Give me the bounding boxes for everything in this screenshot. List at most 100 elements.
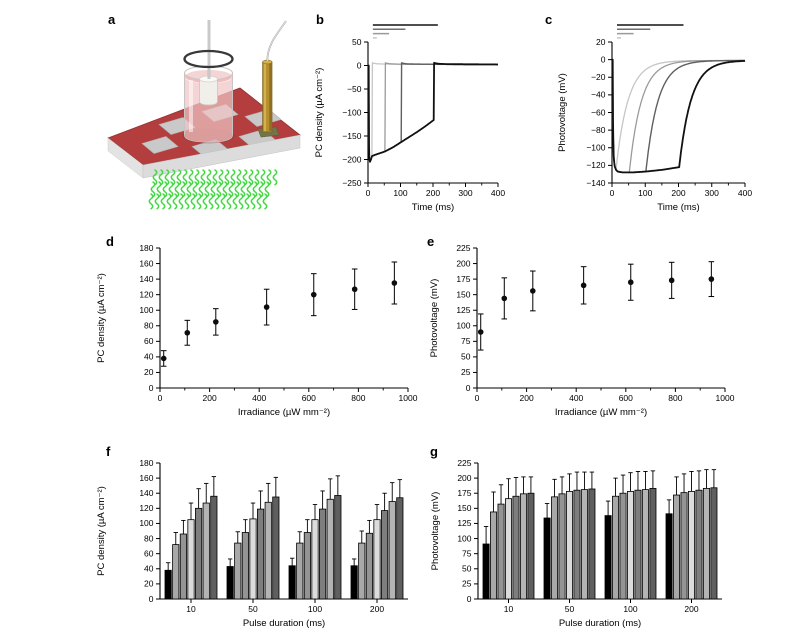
svg-text:10: 10 xyxy=(186,604,196,614)
svg-text:10: 10 xyxy=(504,604,514,614)
y-axis-label: PC density (µA cm⁻²) xyxy=(314,68,325,158)
svg-text:400: 400 xyxy=(569,393,583,403)
axes: 50 0 −50 −100 −150 −200 −250 0 100 200 300 400 Time … xyxy=(314,37,505,213)
bar xyxy=(288,565,296,600)
svg-text:−100: −100 xyxy=(586,143,605,153)
scatter-point xyxy=(310,291,317,298)
bar xyxy=(634,489,642,600)
svg-text:80: 80 xyxy=(144,533,154,543)
panel-label-b: b xyxy=(316,12,324,27)
svg-text:200: 200 xyxy=(456,258,470,268)
panel-label-f: f xyxy=(106,444,111,459)
y-axis-label: PC density (µA cm⁻²) xyxy=(96,486,107,576)
bar xyxy=(373,519,381,600)
bar xyxy=(580,489,588,600)
bar xyxy=(226,566,234,600)
bar xyxy=(210,495,218,600)
y-axis-label: Photovoltage (mV) xyxy=(557,73,568,152)
svg-text:0: 0 xyxy=(475,393,480,403)
panel-label-e: e xyxy=(427,234,435,249)
svg-text:−120: −120 xyxy=(586,160,605,170)
bar xyxy=(627,491,634,600)
x-axis-label: Irradiance (µW mm⁻²) xyxy=(555,407,647,418)
svg-text:40: 40 xyxy=(144,564,154,574)
svg-text:200: 200 xyxy=(370,604,384,614)
svg-text:100: 100 xyxy=(623,604,637,614)
svg-text:180: 180 xyxy=(139,243,153,253)
svg-text:200: 200 xyxy=(520,393,534,403)
svg-text:100: 100 xyxy=(638,188,652,198)
svg-text:50: 50 xyxy=(352,37,362,47)
bar xyxy=(612,495,620,600)
scatter-point xyxy=(263,304,270,310)
trace-200ms xyxy=(367,61,499,163)
bar xyxy=(202,502,210,600)
svg-text:125: 125 xyxy=(456,305,470,315)
bar xyxy=(365,532,373,600)
svg-text:100: 100 xyxy=(139,518,153,528)
data-points xyxy=(477,261,715,351)
panel-label-g: g xyxy=(430,444,438,459)
svg-text:100: 100 xyxy=(139,305,153,315)
bar xyxy=(381,510,389,600)
bars xyxy=(482,469,718,600)
y-axis-label: PC density (µA cm⁻²) xyxy=(96,273,107,363)
svg-text:−100: −100 xyxy=(342,107,361,117)
bar xyxy=(482,543,490,600)
bar xyxy=(710,487,718,600)
trace-200ms xyxy=(611,58,746,174)
bar xyxy=(566,491,573,600)
bar xyxy=(497,503,505,600)
device-schematic xyxy=(107,20,301,210)
bar xyxy=(665,513,673,600)
bar xyxy=(573,489,581,600)
svg-text:200: 200 xyxy=(671,188,685,198)
bar xyxy=(695,489,703,600)
scatter-point xyxy=(668,277,675,284)
svg-text:75: 75 xyxy=(461,336,471,346)
x-axis-label: Time (ms) xyxy=(657,202,699,213)
scatter-point xyxy=(160,355,167,362)
scatter-point xyxy=(530,288,536,294)
svg-text:60: 60 xyxy=(144,336,154,346)
svg-text:−200: −200 xyxy=(342,154,361,164)
svg-text:0: 0 xyxy=(158,393,163,403)
svg-text:400: 400 xyxy=(491,188,505,198)
bar xyxy=(334,495,342,600)
svg-text:20: 20 xyxy=(596,37,606,47)
svg-text:25: 25 xyxy=(462,579,472,589)
chart-pc-density-vs-time: 50 0 −50 −100 −150 −200 −250 0 100 200 300 400 Time … xyxy=(314,24,505,213)
bar xyxy=(588,488,596,600)
wire-loop xyxy=(183,49,234,69)
pulse-duration-bars xyxy=(372,24,438,39)
bar xyxy=(519,493,527,600)
bar xyxy=(388,501,396,600)
svg-text:0: 0 xyxy=(149,383,154,393)
scatter-point xyxy=(708,276,715,282)
bar xyxy=(680,492,688,600)
svg-text:180: 180 xyxy=(139,458,153,468)
scatter-point xyxy=(477,329,484,335)
traces xyxy=(367,61,499,163)
svg-text:200: 200 xyxy=(684,604,698,614)
svg-text:0: 0 xyxy=(366,188,371,198)
svg-text:175: 175 xyxy=(456,274,470,284)
bar xyxy=(257,508,265,600)
y-axis-label: Photovoltage (mV) xyxy=(430,492,441,571)
svg-text:300: 300 xyxy=(458,188,472,198)
chart-pc-density-vs-pulse-duration: 0 20 40 60 80 100 120 140 160 180 Pulse duration (… xyxy=(96,458,408,629)
chart-pc-density-vs-irradiance: 0 20 40 60 80 100 120 140 160 180 0 200 400 600 800 100… xyxy=(96,243,418,418)
data-points xyxy=(160,261,398,367)
group-ticks: 10 50 100 200 xyxy=(186,599,384,614)
chart-photovoltage-vs-pulse-duration: 0 25 50 75 100 125 150 175 200 225 Pulse duration … xyxy=(430,458,722,629)
bar xyxy=(326,498,334,600)
scatter-point xyxy=(627,279,634,286)
svg-text:200: 200 xyxy=(426,188,440,198)
bar xyxy=(172,544,180,600)
svg-text:225: 225 xyxy=(457,458,471,468)
bar xyxy=(249,518,257,600)
bar xyxy=(604,515,612,600)
scatter-point xyxy=(213,319,219,325)
pulse-duration-bars xyxy=(616,24,684,39)
